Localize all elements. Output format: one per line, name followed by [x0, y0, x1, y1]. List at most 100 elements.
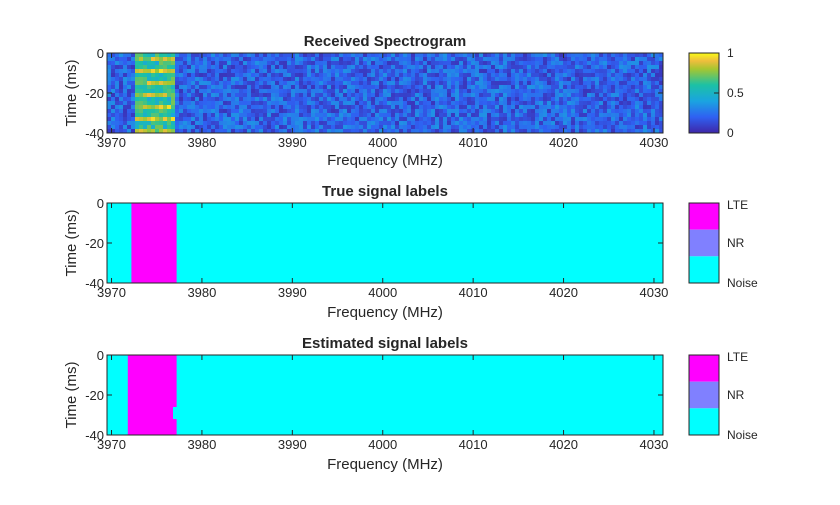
spectrogram-cell	[347, 117, 352, 122]
spectrogram-cell	[539, 61, 544, 66]
spectrogram-cell	[571, 93, 576, 98]
spectrogram-cell	[431, 81, 436, 86]
spectrogram-cell	[635, 109, 640, 114]
spectrogram-cell	[487, 117, 492, 122]
spectrogram-cell	[107, 85, 112, 90]
spectrogram-cell	[199, 121, 204, 126]
spectrogram-cell	[355, 109, 360, 114]
spectrogram-cell	[107, 101, 112, 106]
spectrogram-cell	[251, 125, 256, 130]
spectrogram-cell	[323, 109, 328, 114]
spectrogram-cell	[135, 113, 140, 118]
spectrogram-cell	[199, 69, 204, 74]
spectrogram-cell	[611, 77, 616, 82]
spectrogram-cell	[331, 109, 336, 114]
spectrogram-cell	[315, 61, 320, 66]
spectrogram-cell	[611, 113, 616, 118]
class-swatch-noise	[689, 256, 719, 283]
spectrogram-cell	[391, 101, 396, 106]
spectrogram-cell	[207, 105, 212, 110]
spectrogram-cell	[467, 101, 472, 106]
spectrogram-cell	[459, 113, 464, 118]
spectrogram-cell	[299, 81, 304, 86]
spectrogram-cell	[115, 113, 120, 118]
spectrogram-cell	[127, 61, 132, 66]
spectrogram-cell	[175, 117, 180, 122]
spectrogram-cell	[163, 53, 168, 58]
spectrogram-cell	[219, 81, 224, 86]
spectrogram-cell	[591, 65, 596, 70]
spectrogram-cell	[307, 109, 312, 114]
spectrogram-cell	[607, 129, 612, 133]
spectrogram-cell	[263, 125, 268, 130]
spectrogram-cell	[447, 89, 452, 94]
spectrogram-cell	[599, 105, 604, 110]
spectrogram-cell	[191, 65, 196, 70]
spectrogram-cell	[627, 65, 632, 70]
spectrogram-cell	[587, 73, 592, 78]
spectrogram-cell	[315, 97, 320, 102]
spectrogram-cell	[411, 97, 416, 102]
spectrogram-cell	[623, 105, 628, 110]
spectrogram-cell	[195, 129, 200, 133]
spectrogram-cell	[367, 117, 372, 122]
spectrogram-cell	[299, 121, 304, 126]
spectrogram-cell	[419, 117, 424, 122]
spectrogram-cell	[199, 81, 204, 86]
spectrogram-cell	[395, 117, 400, 122]
spectrogram-cell	[179, 77, 184, 82]
spectrogram-cell	[571, 121, 576, 126]
spectrogram-cell	[299, 77, 304, 82]
spectrogram-cell	[627, 77, 632, 82]
spectrogram-cell	[519, 93, 524, 98]
spectrogram-cell	[583, 113, 588, 118]
spectrogram-cell	[443, 117, 448, 122]
spectrogram-cell	[255, 93, 260, 98]
spectrogram-cell	[259, 109, 264, 114]
spectrogram-cell	[271, 77, 276, 82]
spectrogram-cell	[527, 81, 532, 86]
spectrogram-cell	[611, 53, 616, 58]
spectrogram-cell	[483, 57, 488, 62]
spectrogram-cell	[335, 101, 340, 106]
spectrogram-cell	[179, 89, 184, 94]
spectrogram-cell	[199, 105, 204, 110]
spectrogram-cell	[339, 53, 344, 58]
spectrogram-cell	[639, 125, 644, 130]
spectrogram-cell	[199, 73, 204, 78]
spectrogram-cell	[523, 101, 528, 106]
spectrogram-cell	[263, 89, 268, 94]
spectrogram-cell	[535, 121, 540, 126]
spectrogram-cell	[363, 85, 368, 90]
spectrogram-cell	[235, 61, 240, 66]
spectrogram-cell	[363, 125, 368, 130]
spectrogram-cell	[659, 117, 663, 122]
spectrogram-cell	[167, 57, 172, 62]
spectrogram-cell	[627, 61, 632, 66]
spectrogram-cell	[179, 85, 184, 90]
spectrogram-cell	[179, 65, 184, 70]
spectrogram-cell	[607, 89, 612, 94]
x-tick-label: 4010	[459, 285, 488, 300]
spectrogram-cell	[371, 117, 376, 122]
spectrogram-cell	[147, 73, 152, 78]
spectrogram-cell	[659, 89, 663, 94]
spectrogram-cell	[259, 129, 264, 133]
spectrogram-cell	[587, 85, 592, 90]
spectrogram-cell	[647, 77, 652, 82]
spectrogram-cell	[159, 53, 164, 58]
spectrogram-cell	[183, 105, 188, 110]
spectrogram-cell	[335, 97, 340, 102]
spectrogram-cell	[627, 121, 632, 126]
spectrogram-cell	[415, 89, 420, 94]
spectrogram-cell	[143, 121, 148, 126]
spectrogram-cell	[435, 101, 440, 106]
spectrogram-cell	[527, 97, 532, 102]
spectrogram-cell	[459, 81, 464, 86]
spectrogram-cell	[327, 117, 332, 122]
spectrogram-cell	[427, 93, 432, 98]
spectrogram-cell	[439, 109, 444, 114]
spectrogram-cell	[479, 93, 484, 98]
spectrogram-cell	[459, 97, 464, 102]
spectrogram-cell	[351, 105, 356, 110]
